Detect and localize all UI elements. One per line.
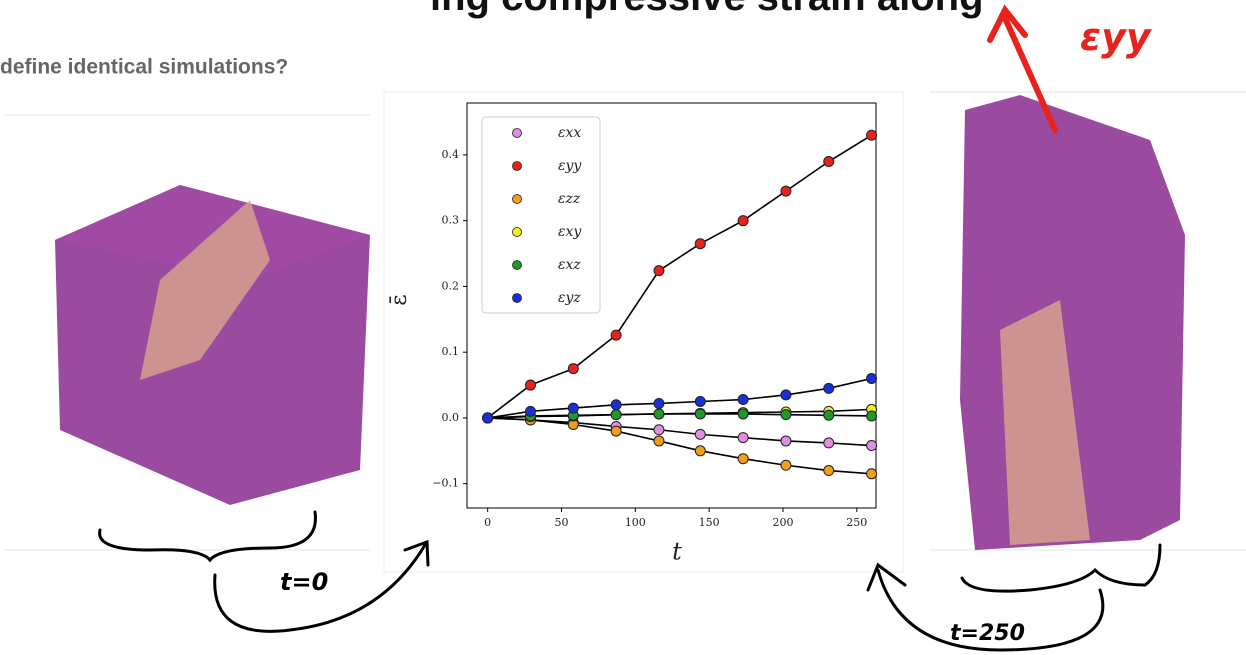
data-point <box>567 402 579 414</box>
data-point <box>610 425 622 437</box>
data-point <box>694 428 706 440</box>
legend-marker <box>512 293 522 303</box>
data-point <box>524 405 536 417</box>
data-point <box>694 395 706 407</box>
x-axis-label: t <box>672 538 682 566</box>
fit-line <box>487 417 872 475</box>
data-point <box>737 215 749 227</box>
data-point <box>823 382 835 394</box>
fit-line <box>487 413 872 419</box>
annotation-strokes <box>98 4 1162 652</box>
x-tick-label: 200 <box>772 516 793 529</box>
legend-marker <box>512 260 522 270</box>
x-tick-label: 150 <box>699 516 720 529</box>
data-point <box>610 329 622 341</box>
data-point <box>737 432 749 444</box>
y-tick-label: 0.3 <box>442 214 460 227</box>
molecule-image-start <box>5 114 370 551</box>
x-tick-label: 100 <box>625 516 646 529</box>
data-point <box>653 408 665 420</box>
slide-title: ing compressive strain along <box>430 0 984 19</box>
legend-marker <box>512 128 522 138</box>
data-point <box>780 459 792 471</box>
y-tick-label: −0.1 <box>432 477 459 490</box>
data-point <box>780 389 792 401</box>
legend-label: εyz <box>558 290 581 306</box>
data-point <box>737 453 749 465</box>
data-point <box>866 440 878 452</box>
data-point <box>653 265 665 277</box>
legend-label: εxx <box>558 125 581 141</box>
legend-label: εyy <box>558 158 582 174</box>
y-axis-label: ε̄ <box>387 294 412 305</box>
legend <box>481 116 601 314</box>
data-point <box>823 465 835 477</box>
molecule-image-end <box>930 91 1246 551</box>
data-point <box>866 372 878 384</box>
x-tick-label: 0 <box>484 516 491 529</box>
legend-marker <box>512 227 522 237</box>
start-time-annotation: t=0 <box>280 568 328 596</box>
data-point <box>737 408 749 420</box>
x-tick-label: 250 <box>846 516 867 529</box>
data-point <box>780 185 792 197</box>
data-point <box>694 238 706 250</box>
end-time-annotation: t=250 <box>950 621 1025 646</box>
legend-marker <box>512 194 522 204</box>
data-point <box>653 424 665 436</box>
strain-annotation: εyy <box>1080 15 1153 59</box>
data-point <box>737 394 749 406</box>
data-point <box>524 379 536 391</box>
data-point <box>780 435 792 447</box>
x-tick-label: 50 <box>554 516 568 529</box>
y-tick-label: 0.2 <box>442 279 460 292</box>
data-point <box>653 435 665 447</box>
legend-label: εzz <box>558 191 581 207</box>
y-tick-label: 0.1 <box>442 345 460 358</box>
data-point <box>610 399 622 411</box>
chart: t ε̄ 0 50 100 150 200 250 −0.1 0.0 0.1 0.2 0.3 0.4 ε… <box>387 102 878 566</box>
slide-subtitle: define identical simulations? <box>0 56 288 79</box>
data-point <box>823 409 835 421</box>
data-point <box>653 397 665 409</box>
data-point <box>823 437 835 449</box>
data-point <box>694 408 706 420</box>
fit-line <box>487 417 872 447</box>
data-point <box>482 412 494 424</box>
data-point <box>866 468 878 480</box>
data-point <box>866 410 878 422</box>
legend-label: εxy <box>558 224 582 240</box>
data-point <box>823 156 835 168</box>
data-point <box>780 409 792 421</box>
fit-line <box>487 377 872 419</box>
fit-line <box>487 134 872 419</box>
plot-area <box>466 102 877 509</box>
data-point <box>610 409 622 421</box>
y-tick-label: 0.4 <box>442 148 460 161</box>
legend-marker <box>512 161 522 171</box>
data-point <box>694 445 706 457</box>
y-tick-label: 0.0 <box>442 411 460 424</box>
data-point <box>866 129 878 141</box>
legend-label: εxz <box>558 257 581 273</box>
data-point <box>567 363 579 375</box>
chart-frame <box>383 91 904 573</box>
